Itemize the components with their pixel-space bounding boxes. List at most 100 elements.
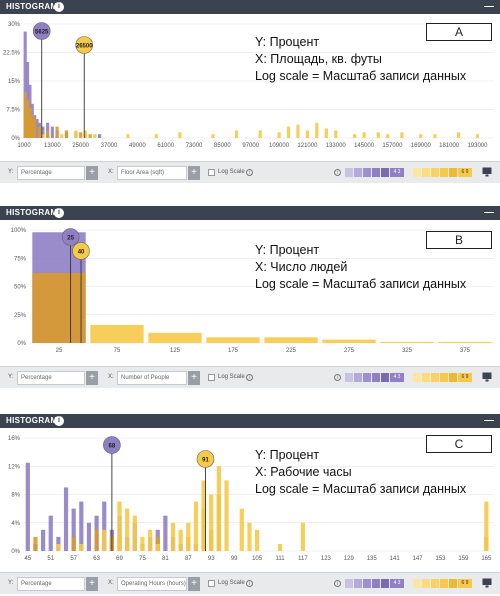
legend-info-icon[interactable]: i bbox=[334, 580, 341, 587]
yellow-legend-swatches[interactable]: 6 9 bbox=[413, 168, 472, 177]
histogram-bar bbox=[30, 115, 34, 138]
x-tick-label: 49000 bbox=[129, 143, 146, 149]
add-x-button[interactable]: + bbox=[188, 166, 200, 180]
info-icon[interactable]: i bbox=[54, 2, 64, 12]
y-axis-select[interactable]: Percentage bbox=[17, 371, 85, 385]
add-x-button[interactable]: + bbox=[188, 371, 200, 385]
histogram-bar bbox=[211, 134, 215, 138]
x-axis-select[interactable]: Floor Area (sqft) bbox=[117, 166, 187, 180]
x-tick-label: 181000 bbox=[439, 143, 460, 149]
histogram-bar bbox=[201, 480, 206, 551]
yellow-legend-swatches[interactable]: 6 9 bbox=[413, 579, 472, 588]
monitor-icon[interactable] bbox=[482, 578, 492, 588]
histogram-bar bbox=[386, 134, 390, 138]
swatch bbox=[345, 373, 353, 382]
yellow-legend-swatches[interactable]: 6 9 bbox=[413, 373, 472, 382]
swatch bbox=[440, 373, 448, 382]
histogram-bar bbox=[86, 522, 92, 551]
x-tick-label: 117 bbox=[298, 556, 308, 562]
y-axis-select[interactable]: Percentage bbox=[17, 577, 85, 591]
x-tick-label: 121000 bbox=[297, 143, 318, 149]
log-scale-checkbox[interactable] bbox=[208, 169, 215, 176]
info-icon[interactable]: i bbox=[54, 416, 64, 426]
x-tick-label: 45 bbox=[24, 556, 31, 562]
log-scale-label: Log Scale bbox=[218, 169, 245, 175]
log-scale-checkbox[interactable] bbox=[208, 580, 215, 587]
add-x-button[interactable]: + bbox=[188, 577, 200, 591]
x-tick-label: 93 bbox=[208, 556, 215, 562]
histogram-bar bbox=[88, 134, 92, 138]
chart-controls: Y: Percentage + X: Operating Hours (hour… bbox=[0, 572, 500, 594]
histogram-bar bbox=[125, 508, 130, 551]
note-line: Log scale = Масштаб записи данных bbox=[255, 482, 467, 496]
histogram-bar bbox=[433, 134, 437, 138]
x-tick-label: 375 bbox=[460, 348, 471, 354]
histogram-panel-b: HISTOGRAM i — 0% 25% 50% 75% 100% 25 75 125 175 2… bbox=[0, 206, 500, 390]
histogram-bar bbox=[94, 529, 99, 551]
minimize-icon[interactable]: — bbox=[484, 415, 494, 426]
histogram-bar bbox=[132, 515, 137, 551]
legend-info-icon[interactable]: i bbox=[334, 374, 341, 381]
swatch bbox=[449, 579, 457, 588]
x-tick-label: 69 bbox=[116, 556, 123, 562]
y-tick-label: 12% bbox=[8, 464, 21, 470]
yellow-count: 6 9 bbox=[458, 373, 472, 382]
minimize-icon[interactable]: — bbox=[484, 1, 494, 12]
purple-legend-swatches[interactable]: 4 3 bbox=[345, 168, 404, 177]
axis-note: Y: Процент X: Число людей Log scale = Ма… bbox=[255, 242, 466, 293]
log-info-icon[interactable]: i bbox=[246, 580, 253, 587]
histogram-bar bbox=[25, 462, 30, 551]
minimize-icon[interactable]: — bbox=[484, 207, 494, 218]
y-axis-label: Y: bbox=[8, 169, 14, 175]
x-tick-label: 105 bbox=[252, 556, 263, 562]
legend-info-icon[interactable]: i bbox=[334, 169, 341, 176]
swatch bbox=[354, 579, 362, 588]
monitor-icon[interactable] bbox=[482, 167, 492, 177]
histogram-bar bbox=[178, 529, 183, 551]
panel-tag: C bbox=[426, 435, 492, 453]
purple-legend-swatches[interactable]: 4 3 bbox=[345, 373, 404, 382]
y-tick-label: 8% bbox=[11, 493, 20, 499]
purple-count: 4 3 bbox=[390, 168, 404, 177]
swatch bbox=[381, 579, 389, 588]
log-info-icon[interactable]: i bbox=[246, 169, 253, 176]
panel-header: HISTOGRAM i — bbox=[0, 414, 500, 428]
add-y-button[interactable]: + bbox=[86, 371, 98, 385]
log-scale-checkbox[interactable] bbox=[208, 374, 215, 381]
add-y-button[interactable]: + bbox=[86, 166, 98, 180]
note-line: Log scale = Масштаб записи данных bbox=[255, 69, 467, 83]
swatch bbox=[431, 168, 439, 177]
x-axis-select[interactable]: Operating Hours (hours) bbox=[117, 577, 187, 591]
histogram-chart: 0% 4% 8% 12% 16% 45 51 57 63 69 75 81 87 93 99 105 111 11… bbox=[8, 436, 494, 562]
add-y-button[interactable]: + bbox=[86, 577, 98, 591]
histogram-bar bbox=[79, 132, 83, 138]
x-tick-label: 145000 bbox=[354, 143, 375, 149]
axis-note: Y: Процент X: Рабочие часы Log scale = М… bbox=[255, 447, 466, 498]
x-tick-label: 73000 bbox=[186, 143, 203, 149]
histogram-bar bbox=[456, 132, 461, 138]
histogram-bar bbox=[41, 529, 46, 551]
histogram-chart: 0% 25% 50% 75% 100% 25 75 125 175 225 275 325 375 25 4… bbox=[11, 228, 494, 354]
x-axis-select[interactable]: Number of People bbox=[117, 371, 187, 385]
histogram-bar bbox=[41, 126, 45, 138]
x-tick-label: 141 bbox=[390, 556, 401, 562]
marker-pin bbox=[196, 450, 215, 468]
histogram-bar bbox=[71, 536, 76, 551]
purple-legend-swatches[interactable]: 4 3 bbox=[345, 579, 404, 588]
info-icon[interactable]: i bbox=[54, 208, 64, 218]
x-tick-label: 111 bbox=[275, 556, 285, 562]
x-tick-label: 193000 bbox=[467, 143, 488, 149]
log-info-icon[interactable]: i bbox=[246, 374, 253, 381]
histogram-bar bbox=[90, 324, 144, 343]
histogram-bar bbox=[300, 522, 306, 551]
swatch bbox=[440, 168, 448, 177]
x-tick-label: 133000 bbox=[326, 143, 347, 149]
monitor-icon[interactable] bbox=[482, 372, 492, 382]
histogram-bar bbox=[48, 515, 53, 551]
histogram-panel-a: HISTOGRAM i — 0% 7.5% 15% 22.5% 30% 1000 13000… bbox=[0, 0, 500, 184]
marker-pin bbox=[32, 22, 51, 40]
y-axis-select[interactable]: Percentage bbox=[17, 166, 85, 180]
x-tick-label: 123 bbox=[321, 556, 332, 562]
swatch bbox=[354, 168, 362, 177]
x-tick-label: 125 bbox=[170, 348, 181, 354]
